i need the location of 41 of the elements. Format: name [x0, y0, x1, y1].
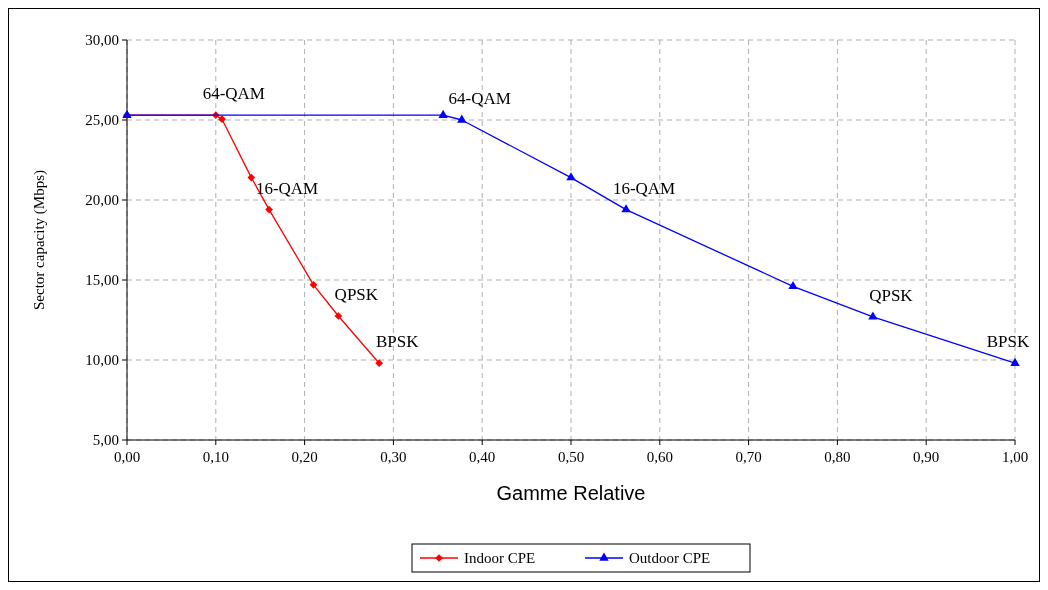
point: [1010, 357, 1020, 366]
point: [265, 205, 273, 214]
x-tick-label: 0,50: [557, 449, 585, 465]
x-tick-label: 0,40: [469, 449, 496, 465]
x-tick-label: 0,70: [735, 449, 762, 465]
y-tick-label: 5,00: [92, 432, 119, 449]
y-tick-label: 25,00: [85, 112, 119, 129]
point: [334, 312, 343, 320]
point: [218, 115, 226, 124]
point: [621, 204, 631, 213]
annotation: 16-QAM: [255, 178, 319, 198]
y-tick-label: 15,00: [85, 272, 119, 289]
x-tick-label: 0,00: [113, 449, 141, 465]
annotation: BPSK: [375, 332, 420, 352]
x-tick-label: 0,60: [646, 449, 673, 465]
annotation: BPSK: [986, 332, 1030, 352]
x-tick-label: 0,20: [291, 449, 318, 465]
point: [247, 173, 256, 182]
annotation: QPSK: [334, 285, 379, 304]
point: [375, 359, 384, 368]
point: [438, 109, 448, 118]
y-tick-label: 20,00: [85, 192, 119, 209]
x-tick-label: 0,80: [824, 449, 851, 465]
y-axis-title: Sector capacity (Mbps): [31, 170, 48, 310]
y-tick-label: 30,00: [85, 32, 119, 49]
annotation: 64-QAM: [448, 89, 511, 108]
point: [788, 280, 798, 290]
point: [309, 280, 318, 289]
x-tick-label: 0,90: [913, 449, 940, 465]
point: [868, 311, 878, 320]
legend-label: Indoor CPE: [464, 550, 536, 567]
x-tick-label: 0,10: [202, 449, 229, 465]
legend-label: Outdoor CPE: [629, 550, 711, 567]
y-tick-label: 10,00: [85, 352, 119, 369]
point: [457, 114, 467, 123]
x-tick-label: 1,00: [1001, 449, 1029, 465]
annotation: 64-QAM: [202, 84, 265, 104]
x-axis-title: Gamme Relative: [496, 482, 646, 504]
annotation: 16-QAM: [612, 178, 676, 198]
x-tick-label: 0,30: [380, 449, 407, 465]
annotation: QPSK: [869, 285, 914, 305]
